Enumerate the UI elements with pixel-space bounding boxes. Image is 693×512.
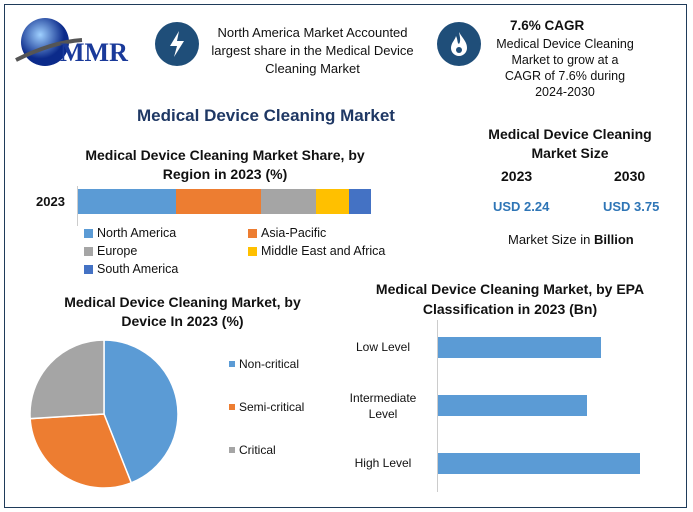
epa-category-label: Low Level: [355, 340, 411, 354]
epa-axis: [437, 320, 438, 492]
epa-category-label: High Level: [354, 456, 412, 470]
mmr-logo: MMR: [12, 12, 142, 72]
device-chart-title: Medical Device Cleaning Market, by Devic…: [64, 294, 301, 329]
legend-item: North America: [84, 226, 176, 240]
pie-slice-semi-critical: [29, 413, 133, 489]
legend-swatch: [229, 361, 235, 367]
region-segment-asia-pacific: [175, 189, 261, 214]
note-unit: Billion: [593, 232, 634, 247]
cagr-text: Medical Device Cleaning Market to grow a…: [496, 37, 634, 99]
legend-swatch: [229, 404, 235, 410]
region-segment-middle-east-and-africa: [315, 189, 349, 214]
region-axis: [77, 186, 78, 226]
legend-swatch: [84, 264, 93, 274]
infographic-frame: [4, 4, 687, 508]
legend-label: Middle East and Africa: [261, 244, 386, 258]
legend-label: South America: [97, 262, 179, 276]
highlight-north-america: North America Market Accounted largest s…: [211, 25, 414, 76]
globe-icon: [15, 18, 83, 66]
lightning-icon: [170, 31, 184, 57]
cagr-title: 7.6% CAGR: [510, 18, 585, 33]
year-2030: 2030: [614, 168, 646, 184]
region-category-label: 2023: [36, 194, 65, 209]
region-stacked-bar: [78, 189, 371, 214]
market-size-title: Medical Device Cleaning Market Size: [488, 126, 652, 161]
legend-item: Middle East and Africa: [248, 244, 385, 258]
legend-label: Critical: [239, 443, 276, 457]
value-2023: USD 2.24: [493, 199, 550, 214]
legend-item: Critical: [229, 443, 276, 457]
epa-category-label: Intermediate Level: [349, 391, 417, 421]
region-chart-title: Medical Device Cleaning Market Share, by…: [85, 147, 365, 182]
flame-icon-badge: [437, 22, 481, 66]
device-pie-chart: [29, 339, 179, 489]
legend-label: Asia-Pacific: [261, 226, 327, 240]
legend-item: South America: [84, 262, 178, 276]
pie-slice-critical: [29, 339, 105, 420]
market-size-note: Market Size in Billion: [508, 232, 634, 247]
note-prefix: Market Size in: [508, 232, 594, 247]
legend-swatch: [84, 246, 93, 256]
region-segment-europe: [260, 189, 316, 214]
legend-label: Europe: [97, 244, 138, 258]
legend-swatch: [248, 246, 257, 256]
logo-text: MMR: [60, 38, 128, 67]
legend-swatch: [229, 447, 235, 453]
pie-slice-non-critical: [103, 339, 179, 484]
region-segment-south-america: [349, 189, 371, 214]
legend-item: Asia-Pacific: [248, 226, 326, 240]
epa-bar-intermediate-level: [438, 395, 588, 416]
value-2030: USD 3.75: [603, 199, 660, 214]
legend-label: Non-critical: [239, 357, 300, 371]
legend-swatch: [248, 228, 257, 238]
legend-item: Semi-critical: [229, 400, 304, 414]
legend-item: Non-critical: [229, 357, 299, 371]
epa-bar-high-level: [438, 453, 640, 474]
lightning-icon-badge: [155, 22, 199, 66]
flame-icon: [451, 32, 467, 56]
region-segment-north-america: [78, 189, 176, 214]
legend-item: Europe: [84, 244, 137, 258]
year-2023: 2023: [501, 168, 533, 184]
epa-chart-title: Medical Device Cleaning Market, by EPA C…: [375, 281, 645, 317]
legend-swatch: [84, 228, 93, 238]
main-title: Medical Device Cleaning Market: [137, 106, 395, 125]
epa-bar-low-level: [438, 337, 601, 358]
legend-label: North America: [97, 226, 177, 240]
legend-label: Semi-critical: [239, 400, 305, 414]
